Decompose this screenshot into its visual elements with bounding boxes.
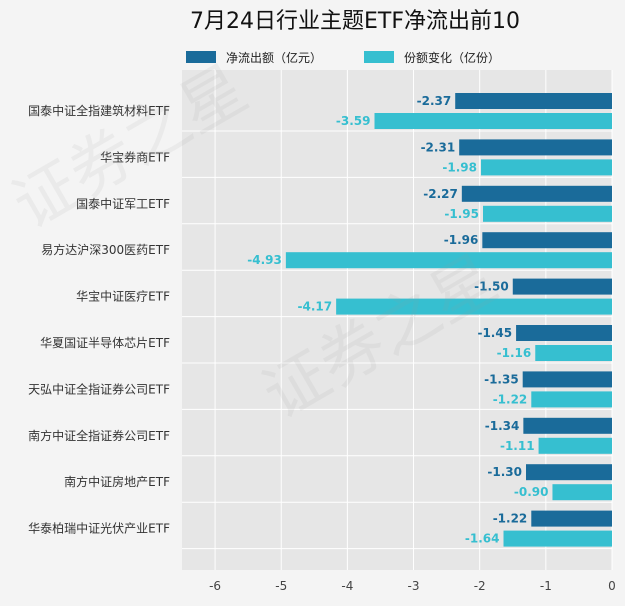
- bar-outflow-1: [459, 139, 612, 156]
- value-label-outflow-1: -2.31: [421, 140, 456, 154]
- value-label-share-change-0: -3.59: [336, 114, 371, 128]
- bar-share-change-3: [285, 252, 612, 269]
- legend-label-outflow: 净流出额（亿元）: [226, 50, 322, 65]
- legend-label-share-change: 份额变化（亿份）: [404, 50, 500, 65]
- value-label-outflow-8: -1.30: [487, 465, 522, 479]
- value-label-outflow-3: -1.96: [444, 233, 479, 247]
- x-tick-label-2: -4: [341, 579, 353, 593]
- value-label-outflow-7: -1.34: [485, 419, 520, 433]
- bar-outflow-8: [526, 464, 612, 481]
- bar-share-change-4: [336, 298, 612, 315]
- bar-outflow-2: [461, 185, 612, 202]
- bar-share-change-0: [374, 113, 612, 129]
- value-labels: -2.37 -3.59 -2.31 -1.98 -2.27 -1.95 -1.96 -4.93…: [247, 94, 548, 546]
- bar-outflow-0: [455, 93, 612, 109]
- category-label-0: 国泰中证全指建筑材料ETF: [28, 103, 170, 118]
- bar-outflow-3: [482, 232, 612, 249]
- bar-share-change-6: [531, 391, 612, 408]
- bar-outflow-6: [522, 371, 612, 388]
- x-tick-label-0: -6: [209, 579, 221, 593]
- bar-outflow-4: [512, 278, 612, 295]
- category-label-3: 易方达沪深300医药ETF: [41, 242, 170, 257]
- value-label-outflow-6: -1.35: [484, 372, 519, 386]
- bar-outflow-7: [523, 417, 612, 434]
- x-tick-label-4: -2: [474, 579, 486, 593]
- bar-outflow-5: [516, 325, 612, 341]
- grid: [182, 70, 613, 570]
- value-label-outflow-2: -2.27: [423, 187, 458, 201]
- category-label-5: 华夏国证半导体芯片ETF: [40, 336, 170, 350]
- bars: [285, 93, 612, 547]
- value-label-outflow-5: -1.45: [477, 326, 512, 340]
- value-label-share-change-4: -4.17: [298, 300, 333, 314]
- legend-swatch-outflow: [186, 51, 216, 63]
- legend: 净流出额（亿元） 份额变化（亿份）: [186, 50, 500, 65]
- bar-share-change-2: [483, 205, 612, 222]
- bar-share-change-5: [535, 345, 612, 361]
- value-label-share-change-3: -4.93: [247, 253, 282, 267]
- legend-swatch-share-change: [364, 51, 394, 63]
- category-label-6: 天弘中证全指证券公司ETF: [28, 381, 170, 396]
- category-label-2: 国泰中证军工ETF: [76, 196, 170, 211]
- bar-share-change-8: [552, 484, 612, 501]
- value-label-share-change-1: -1.98: [442, 160, 477, 174]
- value-label-share-change-6: -1.22: [493, 392, 528, 406]
- value-label-share-change-9: -1.64: [465, 532, 500, 546]
- bar-outflow-9: [531, 510, 612, 527]
- category-label-1: 华宝券商ETF: [100, 149, 170, 164]
- x-tick-label-5: -1: [540, 579, 552, 593]
- value-label-outflow-4: -1.50: [474, 280, 509, 294]
- category-label-8: 南方中证房地产ETF: [64, 474, 170, 489]
- x-tick-label-6: 0: [608, 579, 616, 593]
- value-label-share-change-8: -0.90: [514, 485, 549, 499]
- value-label-outflow-0: -2.37: [417, 94, 452, 108]
- bar-share-change-9: [503, 530, 612, 547]
- value-label-share-change-7: -1.11: [500, 439, 535, 453]
- bar-share-change-1: [481, 159, 612, 176]
- value-label-outflow-9: -1.22: [493, 512, 528, 526]
- x-tick-label-1: -5: [275, 579, 287, 593]
- category-label-7: 南方中证全指证券公司ETF: [28, 428, 170, 443]
- x-axis: -6 -5 -4 -3 -2 -1 0: [209, 579, 616, 593]
- value-label-share-change-5: -1.16: [497, 346, 532, 360]
- category-label-4: 华宝中证医疗ETF: [76, 289, 170, 304]
- chart-title: 7月24日行业主题ETF净流出前10: [190, 9, 520, 34]
- category-labels: 国泰中证全指建筑材料ETF 华宝券商ETF 国泰中证军工ETF 易方达沪深300医药E…: [28, 103, 170, 536]
- value-label-share-change-2: -1.95: [444, 207, 479, 221]
- category-label-9: 华泰柏瑞中证光伏产业ETF: [28, 521, 170, 536]
- x-tick-label-3: -3: [408, 579, 420, 593]
- bar-share-change-7: [538, 437, 612, 454]
